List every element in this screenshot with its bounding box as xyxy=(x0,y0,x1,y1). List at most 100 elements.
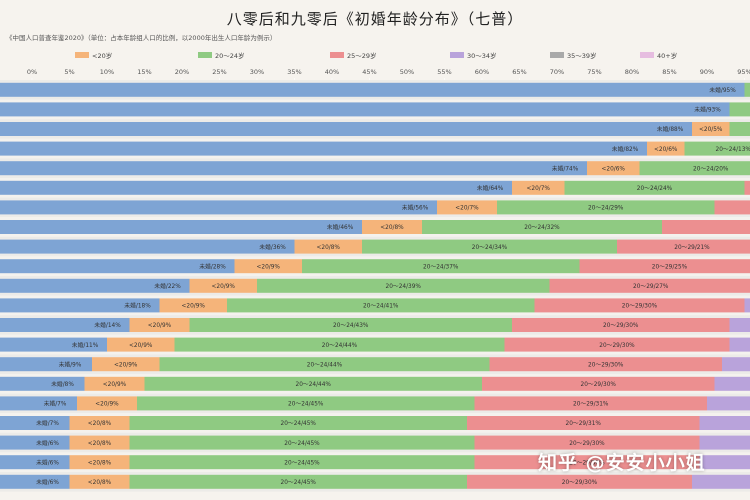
legend-label: 20～24岁 xyxy=(215,52,245,60)
bar-segment xyxy=(707,396,750,411)
x-tick-label: 20% xyxy=(175,68,189,76)
bar-segment xyxy=(227,298,535,313)
bar-segment xyxy=(512,180,565,195)
data-label: 未婚/95% xyxy=(709,86,736,94)
bar-segment xyxy=(294,239,362,254)
bar-segment xyxy=(0,122,692,136)
bar-segment xyxy=(729,122,750,136)
bar-segment xyxy=(714,376,750,391)
bar-segment xyxy=(362,220,422,234)
data-label: <20/6% xyxy=(654,147,678,153)
data-label: <20/9% xyxy=(148,323,172,329)
legend-label: 25～29岁 xyxy=(347,52,377,60)
bar-segment xyxy=(504,337,730,352)
bar-segment xyxy=(744,82,750,97)
bar-segment xyxy=(0,337,107,352)
bar-segment xyxy=(662,220,750,234)
data-label: 20～24/29% xyxy=(588,206,624,212)
data-label: 20～24/20% xyxy=(693,166,729,172)
bar-segment xyxy=(0,416,70,430)
bar-segment xyxy=(467,416,700,430)
x-tick-label: 0% xyxy=(27,68,37,76)
bar-segment xyxy=(0,200,437,215)
bar-segment xyxy=(92,357,160,372)
data-label: 未婚/74% xyxy=(552,164,579,172)
bar-segment xyxy=(0,455,70,470)
data-label: 20～24/44% xyxy=(322,343,358,349)
data-label: <20/7% xyxy=(455,206,479,212)
data-label: <20/8% xyxy=(88,421,112,427)
data-label: <20/9% xyxy=(129,343,153,349)
bar-segment xyxy=(474,396,707,411)
bar-segment xyxy=(137,396,475,411)
data-label: 20～24/24% xyxy=(637,186,673,192)
bar-segment xyxy=(692,474,750,489)
data-label: 未婚/64% xyxy=(477,184,504,192)
chart-title: 八零后和九零后《初婚年龄分布》（七普） xyxy=(226,10,524,28)
data-label: <20/9% xyxy=(182,304,206,310)
bar-segment xyxy=(0,396,77,411)
data-label: 未婚/88% xyxy=(657,125,684,133)
x-tick-label: 15% xyxy=(137,68,151,76)
x-tick-label: 90% xyxy=(700,68,714,76)
data-label: 未婚/7% xyxy=(36,419,59,427)
bar-segment xyxy=(69,416,130,430)
data-label: 20～29/31% xyxy=(566,421,602,427)
bar-segment xyxy=(579,259,750,274)
bar-segment xyxy=(0,161,587,176)
data-label: 未婚/22% xyxy=(154,282,181,290)
bar-segment xyxy=(129,435,475,450)
bar-segment xyxy=(84,376,145,391)
bar-segment xyxy=(0,474,70,489)
data-label: 20～24/45% xyxy=(284,441,320,447)
x-tick-label: 95% xyxy=(737,68,750,76)
data-label: 20～24/44% xyxy=(307,362,343,368)
legend-label: 30～34岁 xyxy=(467,52,497,60)
bar-segment xyxy=(497,200,715,215)
x-tick-label: 45% xyxy=(362,68,376,76)
data-label: 未婚/6% xyxy=(36,478,59,486)
data-label: 未婚/9% xyxy=(59,360,82,368)
data-label: 20～24/45% xyxy=(288,402,324,408)
legend-item: 35～39岁 xyxy=(550,50,597,60)
legend-swatch xyxy=(550,52,564,58)
bar-segment xyxy=(0,278,190,293)
x-tick-label: 25% xyxy=(212,68,226,76)
bar-segment xyxy=(189,318,512,332)
data-label: <20/5% xyxy=(699,127,723,133)
bar-segment xyxy=(0,298,160,313)
data-label: 20～29/31% xyxy=(573,402,609,408)
data-label: <20/8% xyxy=(88,480,112,486)
data-label: 20～24/41% xyxy=(363,304,399,310)
x-tick-label: 85% xyxy=(662,68,676,76)
data-label: 20～24/45% xyxy=(281,480,317,486)
bar-segment xyxy=(302,259,580,274)
x-tick-label: 10% xyxy=(100,68,114,76)
data-label: 20～24/34% xyxy=(472,245,508,251)
data-label: 未婚/6% xyxy=(36,458,59,466)
x-tick-label: 50% xyxy=(400,68,414,76)
bar-segment xyxy=(617,239,750,254)
data-label: 未婚/8% xyxy=(51,380,74,388)
bar-segment xyxy=(722,357,750,372)
data-label: <20/8% xyxy=(380,225,404,231)
bar-segment xyxy=(0,435,70,450)
bar-segment xyxy=(489,357,722,372)
data-label: 未婚/14% xyxy=(94,321,121,329)
bar-segment xyxy=(437,200,497,215)
bar-segment xyxy=(0,102,730,117)
data-label: 未婚/46% xyxy=(327,223,354,231)
bar-segment xyxy=(77,396,137,411)
bar-segment xyxy=(234,259,302,274)
data-label: 20～29/30% xyxy=(622,304,658,310)
data-label: 20～29/30% xyxy=(569,441,605,447)
data-label: <20/9% xyxy=(212,284,236,290)
data-label: 未婚/93% xyxy=(694,106,721,114)
data-label: 20～29/21% xyxy=(674,245,710,251)
x-tick-label: 40% xyxy=(325,68,339,76)
x-tick-label: 65% xyxy=(512,68,526,76)
x-tick-label: 5% xyxy=(64,68,74,76)
data-label: 20～29/30% xyxy=(569,460,605,466)
x-tick-label: 55% xyxy=(437,68,451,76)
bar-segment xyxy=(729,102,750,117)
